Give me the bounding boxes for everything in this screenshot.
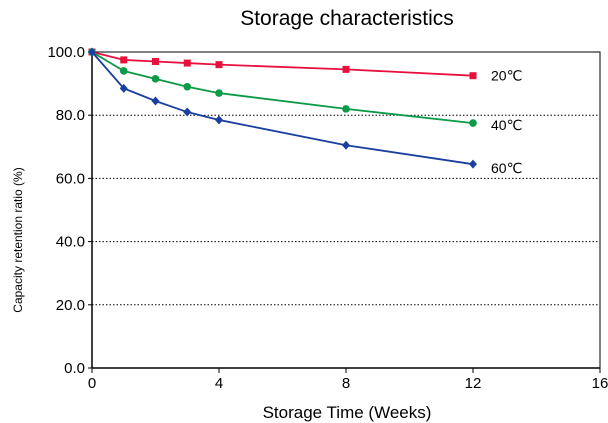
data-point-0-2	[152, 57, 159, 65]
data-point-2-5	[342, 140, 350, 150]
data-point-2-0	[88, 47, 96, 57]
data-point-0-5	[342, 65, 350, 73]
y-tick-label-2: 40.0	[56, 234, 85, 251]
y-tick-label-1: 20.0	[56, 297, 85, 314]
data-point-1-4	[215, 89, 223, 97]
data-point-1-1	[119, 67, 128, 75]
series-1: 40℃	[88, 48, 522, 133]
series-line-2	[91, 51, 474, 166]
data-point-2-3	[183, 107, 192, 117]
plot-frame	[91, 51, 601, 369]
series-label-2: 60℃	[491, 160, 522, 176]
y-tick-label-3: 60.0	[56, 170, 85, 187]
data-point-0-4	[215, 61, 223, 69]
y-tick-label-4: 80.0	[56, 107, 85, 124]
data-point-2-4	[215, 115, 223, 125]
y-tick-label-5: 100.0	[47, 44, 85, 61]
axes	[88, 51, 601, 373]
series-label-0: 20℃	[491, 68, 522, 84]
grid	[92, 114, 600, 306]
series-2: 60℃	[88, 47, 522, 176]
series-label-1: 40℃	[491, 117, 522, 133]
data-point-2-1	[119, 83, 128, 93]
x-tick-label-3: 12	[465, 375, 482, 392]
x-tick-label-4: 16	[592, 375, 608, 392]
x-tick-label-1: 4	[215, 375, 223, 392]
chart-title: Storage characteristics	[240, 7, 454, 30]
y-tick-label-0: 0.0	[64, 360, 85, 377]
x-tick-label-0: 0	[88, 375, 96, 392]
series-layer: 20℃ 40℃ 60℃	[88, 47, 522, 176]
data-point-1-6	[469, 119, 477, 127]
data-point-1-3	[183, 82, 192, 91]
data-point-1-2	[151, 75, 160, 83]
tick-labels: 0.0 20.0 40.0 60.0 80.0 100.0 0 4 8 12 16	[47, 44, 608, 392]
data-point-1-5	[342, 105, 350, 113]
data-point-2-6	[469, 159, 477, 169]
x-axis-label: Storage Time (Weeks)	[263, 403, 432, 422]
data-point-0-3	[183, 59, 191, 67]
data-point-0-1	[120, 56, 128, 64]
y-axis-label: Capacity retention ratio (%)	[11, 167, 25, 312]
series-line-0	[91, 51, 474, 77]
data-point-0-6	[469, 72, 477, 80]
series-line-1	[91, 51, 474, 124]
x-tick-label-2: 8	[342, 375, 350, 392]
data-point-2-2	[151, 96, 160, 106]
